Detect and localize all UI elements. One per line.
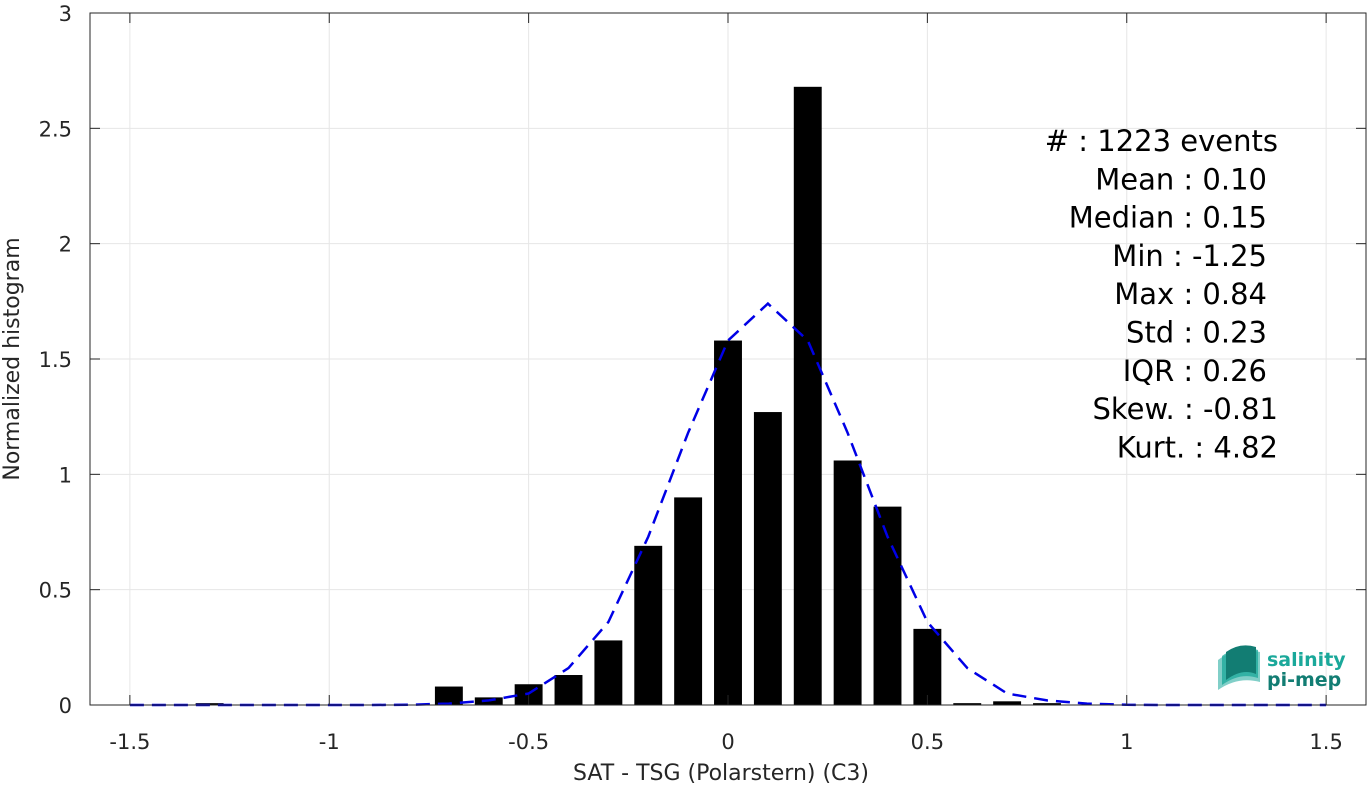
stat-line: Max : 0.84 (1114, 277, 1267, 311)
y-axis-label: Normalized histogram (0, 237, 25, 480)
histogram-bar (434, 686, 463, 705)
histogram-bar (833, 460, 862, 705)
histogram-bar (793, 86, 822, 705)
x-axis-label: SAT - TSG (Polarstern) (C3) (573, 761, 869, 785)
x-tick-label: 1.5 (1309, 730, 1342, 754)
histogram-bar (554, 675, 583, 705)
stat-line: Std : 0.23 (1126, 316, 1267, 350)
x-tick-label: 1 (1120, 730, 1133, 754)
logo-line2: pi-mep (1267, 669, 1341, 691)
stat-line: Mean : 0.10 (1095, 162, 1267, 196)
stat-line: Kurt. : 4.82 (1117, 430, 1278, 464)
histogram-bar (873, 506, 902, 705)
y-tick-label: 1.5 (39, 348, 72, 372)
y-tick-label: 0 (59, 694, 72, 718)
logo-waves-icon (1218, 645, 1260, 690)
y-tick-label: 0.5 (39, 579, 72, 603)
x-tick-label: 0.5 (911, 730, 944, 754)
histogram-bar (594, 640, 623, 705)
bars (195, 86, 1061, 705)
histogram-bar (1033, 703, 1061, 705)
ticks (90, 12, 1366, 706)
histogram-bar (993, 701, 1022, 705)
histogram-bar (753, 412, 782, 705)
y-tick-label: 1 (59, 463, 72, 487)
histogram-bar (634, 545, 663, 705)
y-tick-label: 3 (59, 2, 72, 26)
stat-line: # : 1223 events (1045, 124, 1278, 158)
histogram-bar (913, 628, 942, 705)
stat-line: IQR : 0.26 (1123, 354, 1267, 388)
salinity-pi-mep-logo: salinity pi-mep (1218, 645, 1346, 691)
y-tick-labels: 0 0.5 1 1.5 2 2.5 3 (39, 2, 72, 718)
y-tick-label: 2 (59, 233, 72, 257)
stat-line: Median : 0.15 (1069, 201, 1267, 235)
x-tick-label: -1.5 (109, 730, 150, 754)
histogram-bar (953, 703, 982, 705)
y-tick-label: 2.5 (39, 117, 72, 141)
stat-line: Skew. : -0.81 (1092, 392, 1278, 426)
x-tick-label: -0.5 (508, 730, 549, 754)
stats-box: # : 1223 events Mean : 0.10 Median : 0.15 M… (1045, 124, 1278, 464)
histogram-bar (714, 340, 742, 705)
x-tick-label: -1 (319, 730, 340, 754)
stat-line: Min : -1.25 (1112, 239, 1267, 273)
x-tick-labels: -1.5 -1 -0.5 0 0.5 1 1.5 (109, 730, 1342, 754)
x-tick-label: 0 (721, 730, 734, 754)
histogram-bar (674, 497, 703, 705)
logo-line1: salinity (1267, 649, 1346, 671)
